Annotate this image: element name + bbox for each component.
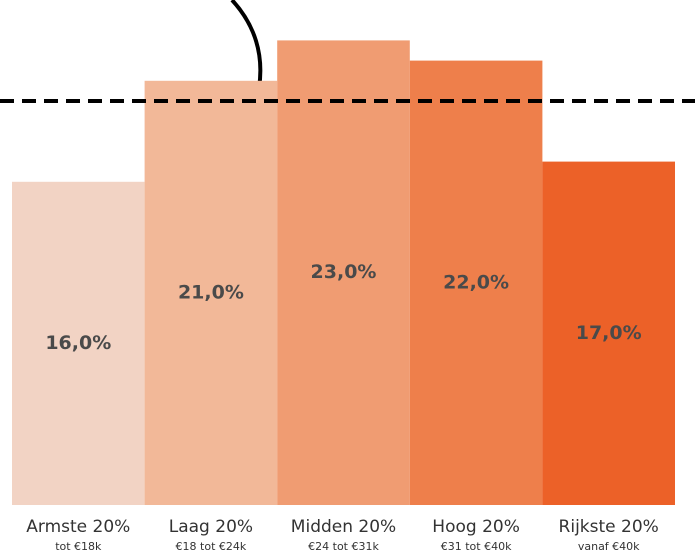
x-tick-note: €24 tot €31k (308, 540, 379, 553)
value-label: 17,0% (576, 322, 642, 344)
bar (409, 60, 543, 505)
x-tick-note: €31 tot €40k (441, 540, 512, 553)
x-tick-note: vanaf €40k (578, 540, 640, 553)
bar (12, 181, 145, 506)
value-label: 16,0% (45, 332, 111, 354)
x-tick-note: €18 tot €24k (176, 540, 247, 553)
bar (144, 80, 278, 506)
x-tick-note: tot €18k (55, 540, 102, 553)
x-tick-label: Armste 20% (26, 517, 130, 537)
bar (277, 40, 410, 506)
arrow (230, 0, 263, 89)
x-tick-label: Rijkste 20% (559, 517, 659, 537)
x-tick-label: Hoog 20% (432, 517, 520, 537)
value-label: 23,0% (311, 261, 377, 283)
x-tick-label: Midden 20% (291, 517, 396, 537)
bar (542, 161, 675, 505)
value-label: 22,0% (443, 271, 509, 293)
value-label: 21,0% (178, 281, 244, 303)
x-tick-label: Laag 20% (169, 517, 253, 537)
